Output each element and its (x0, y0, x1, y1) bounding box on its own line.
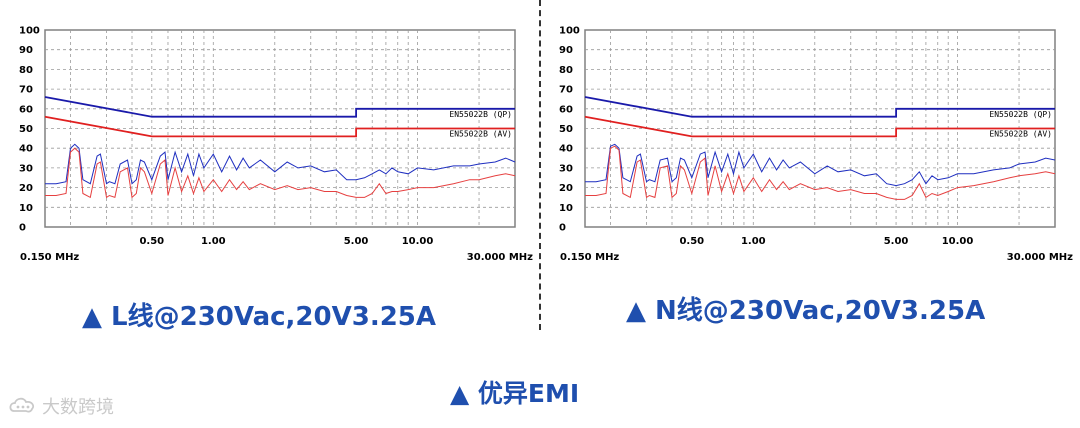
x-tick-label: 1.00 (201, 236, 226, 247)
caption-n-line: ▲ N线@230Vac,20V3.25A (626, 296, 986, 326)
caption-excellent-emi: ▲ 优异EMI (450, 379, 580, 408)
y-tick-label: 10 (559, 203, 573, 214)
y-tick-label: 70 (19, 85, 33, 96)
x-edge-label-end: 30.000 MHz (467, 252, 533, 263)
y-tick-label: 90 (559, 45, 573, 56)
y-tick-label: 70 (559, 85, 573, 96)
y-tick-label: 10 (19, 203, 33, 214)
y-tick-label: 0 (559, 223, 566, 234)
dashed-divider (539, 0, 541, 330)
limit-line-av (44, 115, 515, 138)
y-tick-label: 60 (19, 104, 33, 115)
y-tick-label: 20 (19, 183, 33, 194)
y-tick-label: 30 (19, 163, 33, 174)
x-edge-label-start: 0.150 MHz (20, 252, 79, 263)
measured-trace-red (45, 147, 516, 199)
limit-label-av: EN55022B (AV) (989, 130, 1052, 139)
x-tick-label: 5.00 (884, 236, 909, 247)
limit-line-qp (44, 96, 515, 118)
y-tick-label: 20 (559, 183, 573, 194)
y-tick-label: 100 (559, 26, 580, 37)
limit-line-qp (584, 96, 1055, 118)
y-tick-label: 80 (19, 65, 33, 76)
limit-label-qp: EN55022B (QP) (989, 110, 1052, 119)
limit-line-av (584, 115, 1055, 138)
caption-l-line: ▲ L线@230Vac,20V3.25A (82, 302, 436, 332)
measured-trace-blue (585, 143, 1056, 187)
limit-label-qp: EN55022B (QP) (449, 110, 512, 119)
y-tick-label: 100 (19, 26, 40, 37)
limit-label-av: EN55022B (AV) (449, 130, 512, 139)
x-edge-label-end: 30.000 MHz (1007, 252, 1073, 263)
emi-chart-n-line: 0 10 20 30 40 50 60 70 80 90 100 0.50 1.00 5.00 10.00 0… (559, 26, 1073, 264)
x-tick-label: 10.00 (402, 236, 434, 247)
watermark: 大数跨境 (8, 393, 114, 419)
watermark-text: 大数跨境 (42, 397, 114, 418)
x-tick-label: 1.00 (741, 236, 766, 247)
cloud-chat-icon (9, 397, 35, 413)
y-tick-label: 50 (559, 124, 573, 135)
y-tick-label: 60 (559, 104, 573, 115)
y-tick-label: 40 (559, 144, 573, 155)
measured-trace-blue (45, 143, 516, 185)
x-tick-label: 0.50 (139, 236, 164, 247)
y-tick-label: 0 (19, 223, 26, 234)
x-edge-label-start: 0.150 MHz (560, 252, 619, 263)
emi-chart-l-line: 0 10 20 30 40 50 60 70 80 90 100 0.50 1.00 5.00 10.00 0… (19, 26, 533, 264)
x-tick-label: 10.00 (942, 236, 974, 247)
y-tick-label: 50 (19, 124, 33, 135)
y-tick-label: 30 (559, 163, 573, 174)
y-tick-label: 40 (19, 144, 33, 155)
measured-trace-red (585, 145, 1056, 200)
x-tick-label: 5.00 (344, 236, 369, 247)
y-tick-label: 90 (19, 45, 33, 56)
y-tick-label: 80 (559, 65, 573, 76)
x-tick-label: 0.50 (679, 236, 704, 247)
